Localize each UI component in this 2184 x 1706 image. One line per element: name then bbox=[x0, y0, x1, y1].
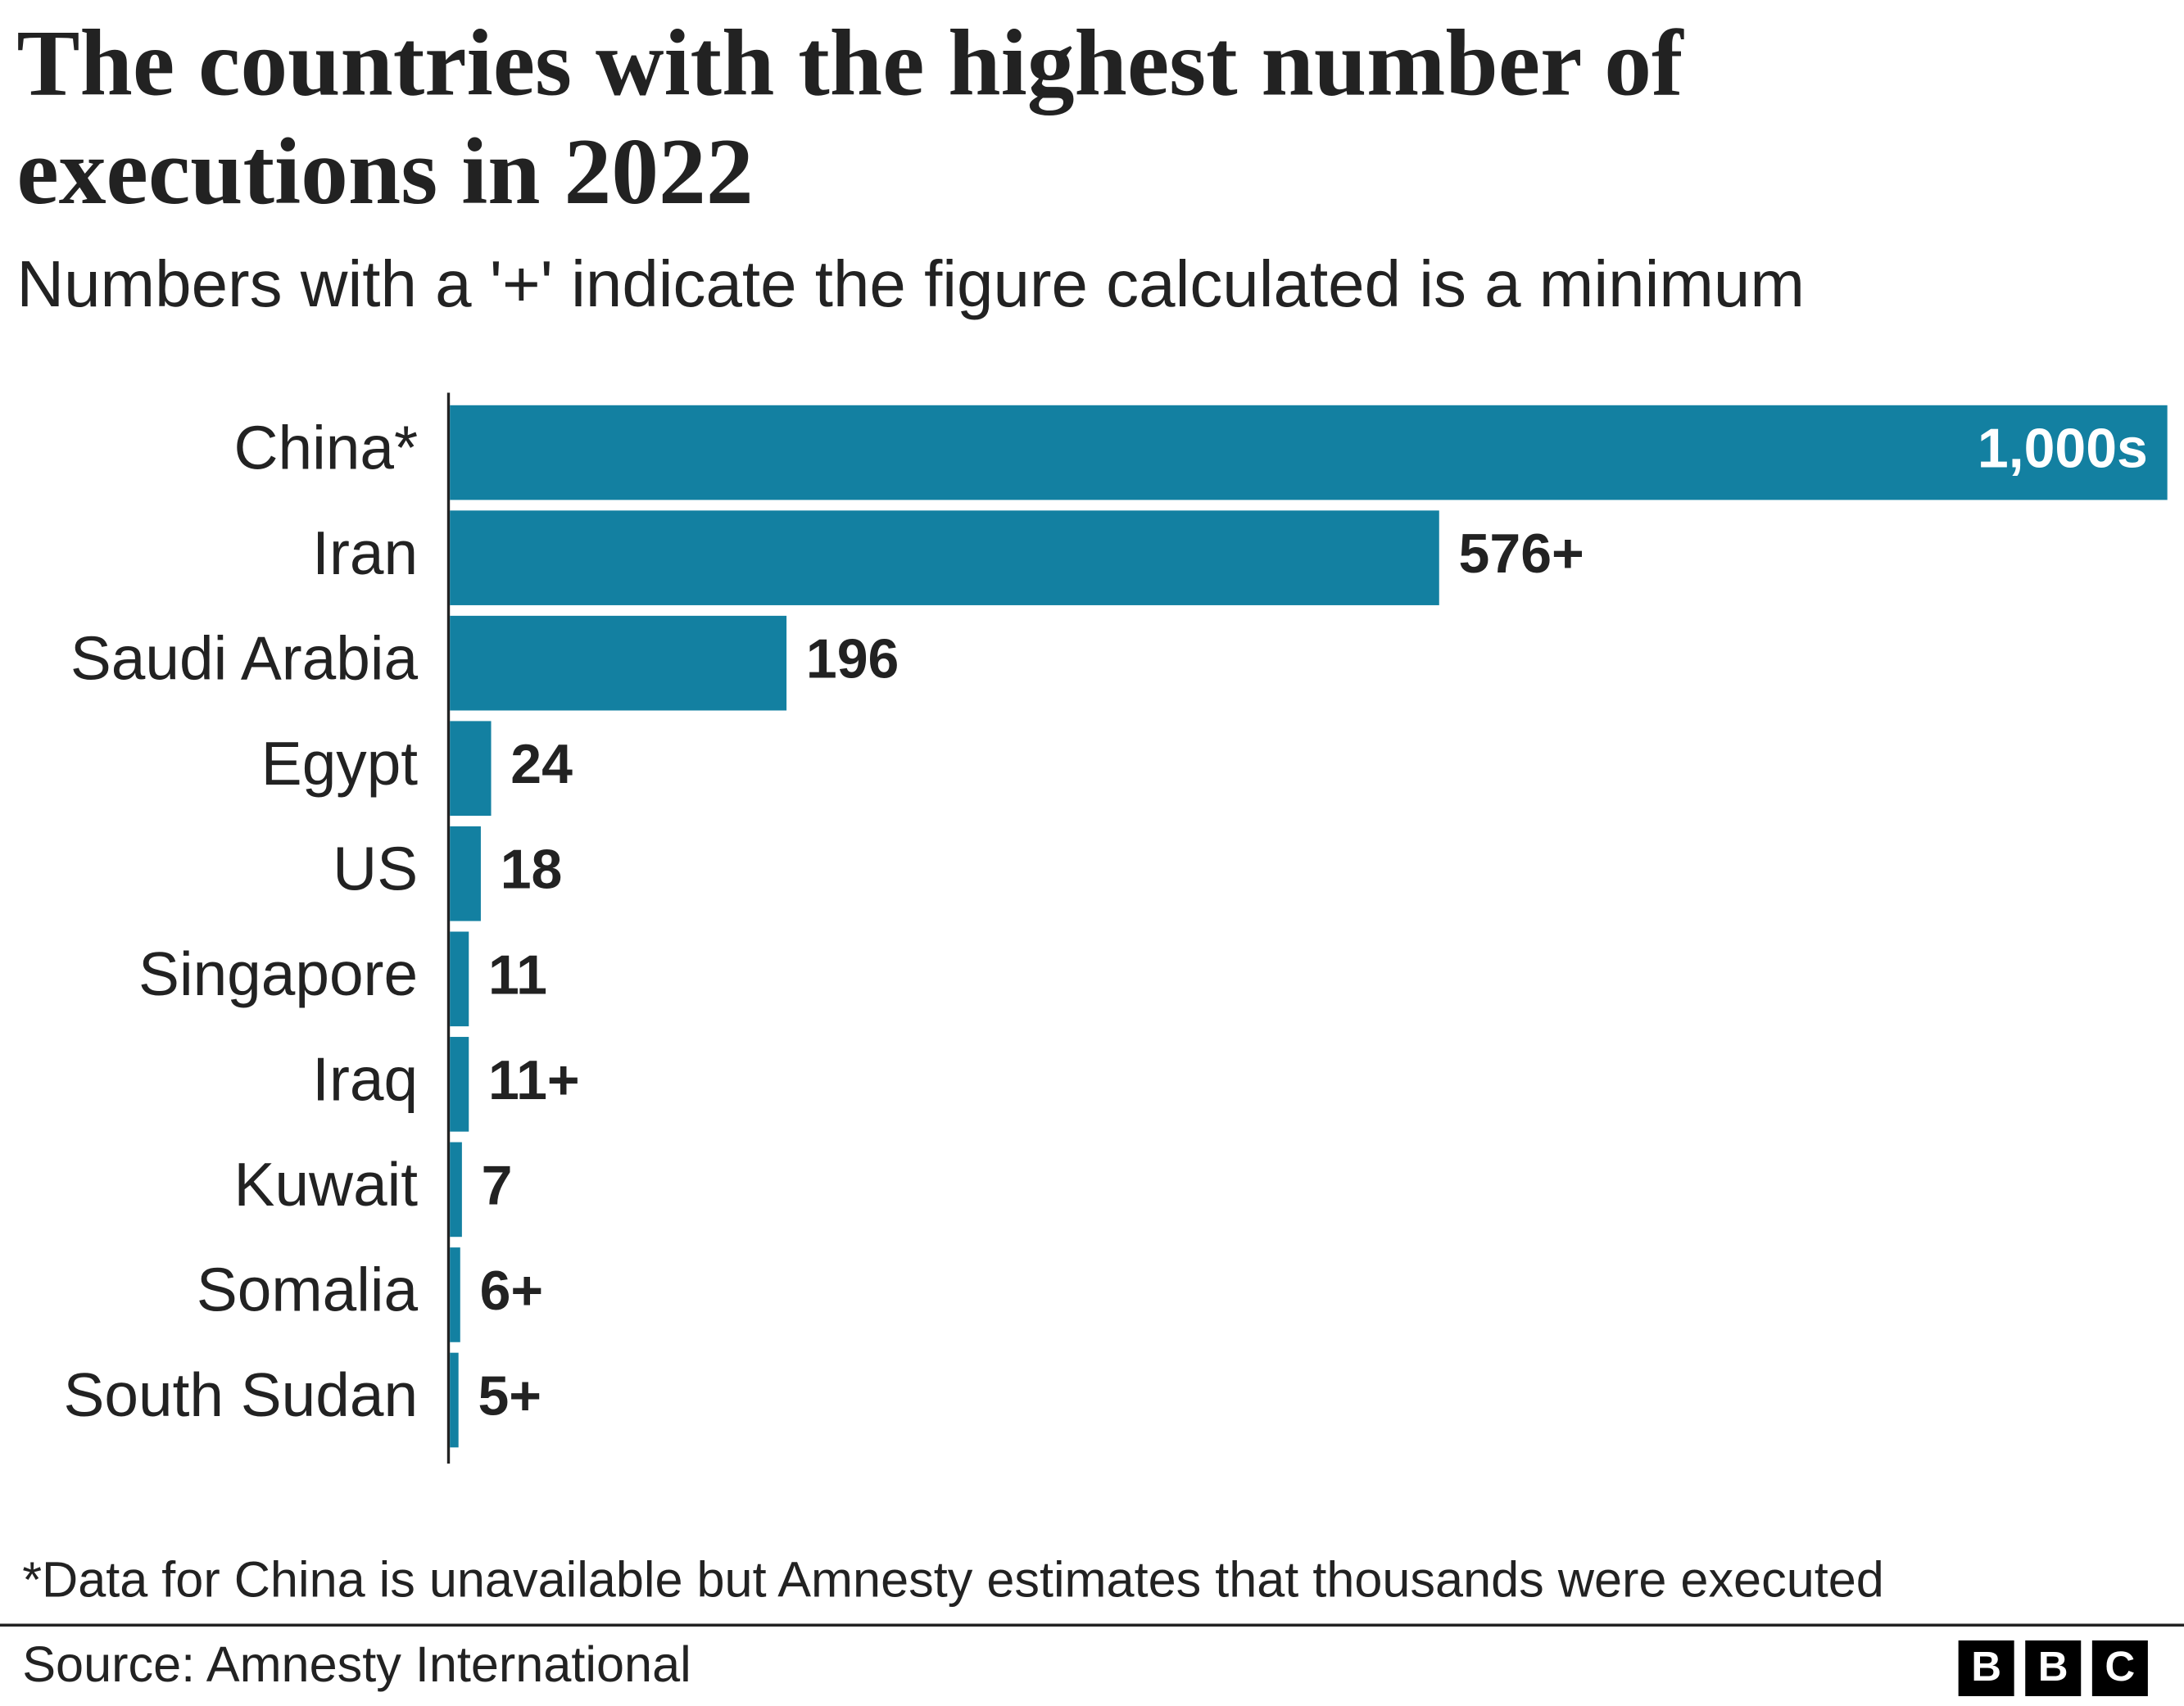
y-tick-label: Saudi Arabia bbox=[70, 623, 419, 692]
bar bbox=[450, 405, 2168, 500]
y-tick-label: Iran bbox=[312, 518, 418, 587]
value-label: 576+ bbox=[1459, 523, 1584, 585]
source: Source: Amnesty International bbox=[22, 1636, 691, 1692]
bar bbox=[450, 615, 787, 711]
chart-title: The countries with the highest number of… bbox=[16, 9, 1683, 224]
chart-subtitle: Numbers with a '+' indicate the figure c… bbox=[16, 246, 1805, 321]
bar bbox=[450, 1037, 469, 1132]
bar bbox=[450, 1142, 462, 1238]
y-tick-label: Egypt bbox=[261, 729, 418, 798]
y-tick-label: Kuwait bbox=[234, 1150, 419, 1219]
bar bbox=[450, 721, 492, 817]
logo-letter: C bbox=[2105, 1643, 2135, 1690]
value-label: 196 bbox=[806, 628, 899, 690]
value-label: 7 bbox=[482, 1154, 513, 1216]
value-label: 24 bbox=[510, 733, 573, 795]
y-tick-label: Iraq bbox=[312, 1045, 418, 1114]
y-tick-label: South Sudan bbox=[64, 1360, 419, 1429]
y-tick-label: Somalia bbox=[197, 1256, 419, 1324]
value-label: 5+ bbox=[478, 1364, 541, 1427]
y-tick-label: Singapore bbox=[138, 939, 418, 1008]
value-label: 11 bbox=[488, 944, 547, 1006]
bar bbox=[450, 1247, 460, 1342]
logo-box bbox=[2025, 1640, 2082, 1696]
bar bbox=[450, 931, 469, 1027]
bar bbox=[450, 510, 1439, 605]
bar bbox=[450, 826, 481, 921]
value-label: 1,000s bbox=[1978, 418, 2148, 480]
value-label: 18 bbox=[501, 839, 563, 901]
logo-box bbox=[2091, 1640, 2148, 1696]
bar bbox=[450, 1352, 459, 1448]
value-label: 11+ bbox=[488, 1049, 580, 1111]
y-tick-label: US bbox=[333, 835, 418, 903]
footnote: *Data for China is unavailable but Amnes… bbox=[22, 1551, 1884, 1607]
logo-letter: B bbox=[2038, 1643, 2068, 1690]
logo-letter: B bbox=[1971, 1643, 2001, 1690]
y-tick-label: China* bbox=[234, 413, 419, 482]
value-label: 6+ bbox=[480, 1260, 544, 1322]
logo-box bbox=[1958, 1640, 2014, 1696]
